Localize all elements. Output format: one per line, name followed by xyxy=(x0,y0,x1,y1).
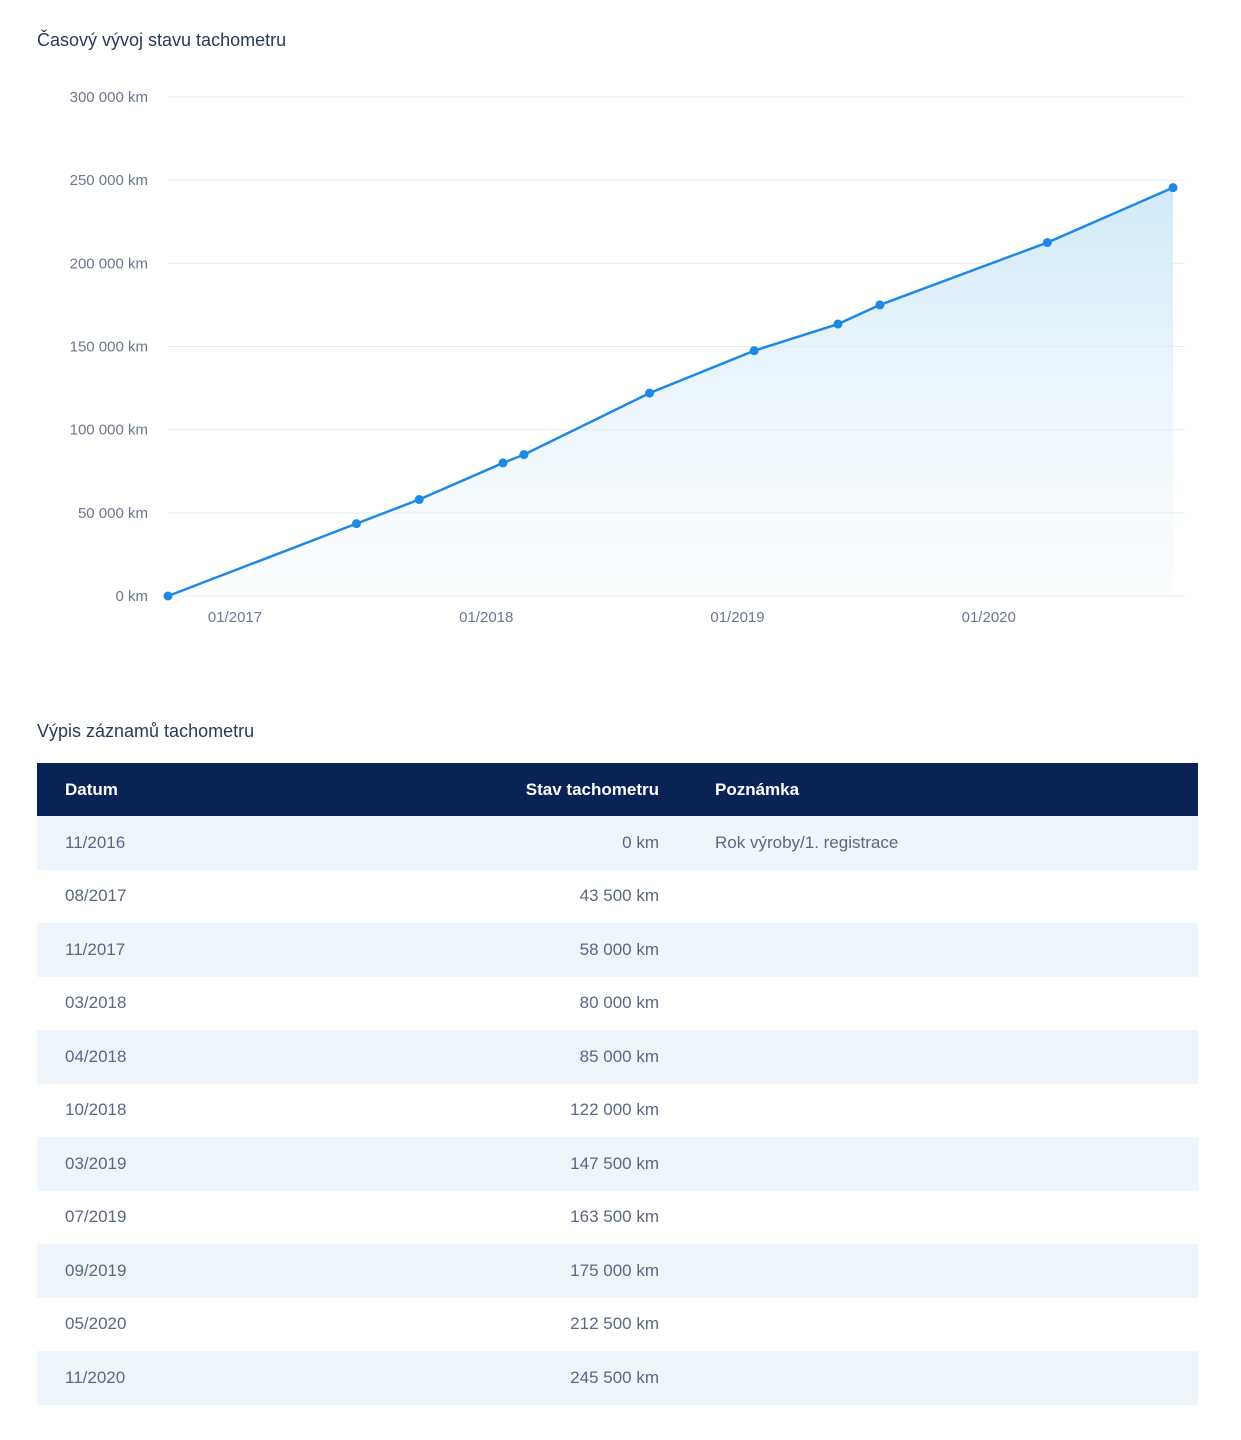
data-points xyxy=(163,183,1178,601)
table-row: 04/2018 85 000 km xyxy=(37,1030,1198,1084)
y-tick-label: 50 000 km xyxy=(78,505,148,522)
cell-value: 58 000 km xyxy=(579,939,659,959)
cell-date: 05/2020 xyxy=(65,1314,127,1334)
chart-title: Časový vývoj stavu tachometru xyxy=(37,30,287,50)
cell-note: Rok výroby/1. registrace xyxy=(715,832,899,852)
area-fill xyxy=(168,187,1173,596)
data-point[interactable] xyxy=(1168,183,1178,193)
header-date: Datum xyxy=(65,779,118,799)
cell-value: 175 000 km xyxy=(570,1260,659,1280)
table-title: Výpis záznamů tachometru xyxy=(37,721,255,741)
table-row: 11/2016 0 km Rok výroby/1. registrace xyxy=(37,816,1198,870)
cell-date: 11/2016 xyxy=(65,832,126,852)
odometer-chart: 0 km 50 000 km 100 000 km 150 000 km 200 000… xyxy=(70,89,1185,626)
data-point[interactable] xyxy=(1042,238,1052,248)
y-tick-label: 200 000 km xyxy=(70,255,148,272)
table-row: 07/2019 163 500 km xyxy=(37,1191,1198,1245)
cell-value: 122 000 km xyxy=(570,1100,659,1120)
data-point[interactable] xyxy=(163,591,173,601)
x-tick-label: 01/2017 xyxy=(208,609,262,626)
y-tick-label: 300 000 km xyxy=(70,89,148,106)
y-tick-label: 150 000 km xyxy=(70,339,148,356)
y-tick-label: 100 000 km xyxy=(70,422,148,439)
table-row: 08/2017 43 500 km xyxy=(37,870,1198,924)
data-point[interactable] xyxy=(414,495,424,505)
table-row: 10/2018 122 000 km xyxy=(37,1084,1198,1138)
data-point[interactable] xyxy=(498,458,508,468)
x-tick-label: 01/2018 xyxy=(459,609,513,626)
cell-date: 07/2019 xyxy=(65,1207,127,1227)
y-tick-label: 0 km xyxy=(115,588,148,605)
cell-date: 03/2019 xyxy=(65,1153,127,1173)
table-row: 03/2019 147 500 km xyxy=(37,1137,1198,1191)
data-point[interactable] xyxy=(875,300,885,310)
data-point[interactable] xyxy=(519,450,529,460)
odometer-table: Datum Stav tachometru Poznámka 11/2016 0 … xyxy=(37,763,1198,1405)
cell-date: 11/2020 xyxy=(65,1367,126,1387)
y-tick-label: 250 000 km xyxy=(70,172,148,189)
x-tick-label: 01/2019 xyxy=(710,609,764,626)
x-tick-label: 01/2020 xyxy=(962,609,1016,626)
cell-date: 11/2017 xyxy=(65,939,126,959)
table-header: Datum Stav tachometru Poznámka xyxy=(37,763,1198,816)
cell-date: 04/2018 xyxy=(65,1046,127,1066)
cell-date: 08/2017 xyxy=(65,886,127,906)
header-value: Stav tachometru xyxy=(525,779,659,799)
cell-value: 212 500 km xyxy=(570,1314,659,1334)
data-point[interactable] xyxy=(351,519,361,529)
cell-value: 80 000 km xyxy=(579,993,659,1013)
cell-value: 43 500 km xyxy=(579,886,659,906)
x-axis-ticks: 01/2017 01/2018 01/2019 01/2020 xyxy=(208,609,1016,626)
y-axis-ticks: 0 km 50 000 km 100 000 km 150 000 km 200 000… xyxy=(70,89,148,605)
data-point[interactable] xyxy=(645,388,655,398)
cell-date: 10/2018 xyxy=(65,1100,127,1120)
cell-value: 163 500 km xyxy=(570,1207,659,1227)
data-point[interactable] xyxy=(833,319,843,329)
header-note: Poznámka xyxy=(715,779,800,799)
cell-value: 245 500 km xyxy=(570,1367,659,1387)
table-row: 05/2020 212 500 km xyxy=(37,1298,1198,1352)
table-body: 11/2016 0 km Rok výroby/1. registrace 08/20… xyxy=(37,816,1198,1405)
cell-value: 0 km xyxy=(622,832,659,852)
table-row: 09/2019 175 000 km xyxy=(37,1244,1198,1298)
cell-value: 147 500 km xyxy=(570,1153,659,1173)
table-row: 11/2020 245 500 km xyxy=(37,1351,1198,1405)
table-row: 11/2017 58 000 km xyxy=(37,923,1198,977)
data-point[interactable] xyxy=(749,346,759,356)
cell-value: 85 000 km xyxy=(579,1046,659,1066)
table-row: 03/2018 80 000 km xyxy=(37,977,1198,1031)
cell-date: 03/2018 xyxy=(65,993,127,1013)
cell-date: 09/2019 xyxy=(65,1260,127,1280)
